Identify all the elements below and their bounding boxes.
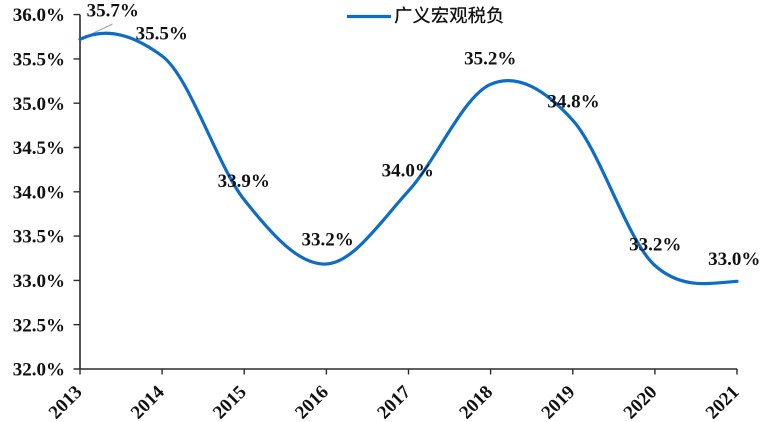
svg-text:34.0%: 34.0% [382,161,434,182]
svg-text:33.2%: 33.2% [629,234,681,255]
svg-text:33.0%: 33.0% [13,271,65,292]
svg-text:34.0%: 34.0% [13,182,65,203]
svg-text:33.5%: 33.5% [13,227,65,248]
svg-text:35.5%: 35.5% [136,24,188,45]
svg-text:34.8%: 34.8% [547,92,599,113]
svg-text:34.5%: 34.5% [13,138,65,159]
svg-text:35.2%: 35.2% [464,49,516,70]
svg-text:32.5%: 32.5% [13,315,65,336]
svg-text:33.0%: 33.0% [708,249,760,270]
svg-text:35.7%: 35.7% [87,1,139,22]
svg-text:33.2%: 33.2% [301,229,353,250]
svg-text:33.9%: 33.9% [218,171,270,192]
svg-text:35.0%: 35.0% [13,94,65,115]
svg-text:35.5%: 35.5% [13,50,65,71]
svg-text:32.0%: 32.0% [13,360,65,381]
svg-text:36.0%: 36.0% [13,5,65,26]
